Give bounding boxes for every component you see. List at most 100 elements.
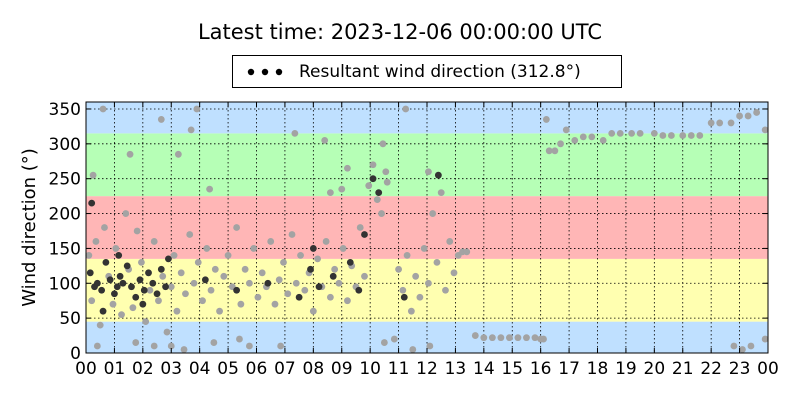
chart-title: Latest time: 2023-12-06 00:00:00 UTC bbox=[197, 20, 603, 44]
data-point bbox=[111, 290, 118, 298]
data-point bbox=[545, 147, 553, 155]
data-point bbox=[395, 265, 402, 273]
data-point bbox=[99, 307, 107, 315]
data-point bbox=[608, 129, 616, 137]
x-tick-label: 21 bbox=[672, 359, 694, 379]
data-point bbox=[616, 129, 624, 137]
data-point bbox=[167, 342, 175, 350]
data-point bbox=[132, 293, 140, 301]
data-point bbox=[99, 105, 107, 113]
data-point bbox=[514, 334, 522, 342]
data-point bbox=[480, 334, 488, 342]
data-point bbox=[579, 133, 587, 141]
x-tick-label: 13 bbox=[445, 359, 467, 379]
x-tick-label: 03 bbox=[160, 359, 182, 379]
data-point bbox=[744, 112, 752, 120]
data-point bbox=[89, 171, 97, 179]
data-point bbox=[403, 251, 411, 259]
data-point bbox=[378, 210, 385, 217]
data-point bbox=[163, 328, 171, 336]
x-tick-label: 00 bbox=[75, 359, 97, 379]
data-point bbox=[369, 161, 377, 169]
data-point bbox=[149, 279, 157, 287]
data-point bbox=[373, 196, 381, 204]
x-tick-label: 16 bbox=[530, 359, 552, 379]
data-point bbox=[542, 116, 550, 123]
data-point bbox=[730, 342, 738, 350]
data-point bbox=[339, 245, 347, 252]
data-point bbox=[329, 272, 337, 280]
data-point bbox=[280, 258, 287, 266]
data-point bbox=[224, 251, 232, 259]
data-point bbox=[233, 224, 241, 231]
data-point bbox=[126, 150, 134, 158]
data-point bbox=[98, 286, 106, 294]
data-point bbox=[291, 129, 299, 137]
data-point bbox=[153, 290, 161, 298]
data-point bbox=[716, 119, 724, 127]
data-point bbox=[407, 307, 415, 315]
data-point bbox=[667, 132, 675, 139]
data-point bbox=[338, 185, 346, 193]
data-point bbox=[288, 231, 296, 238]
data-point bbox=[101, 224, 108, 231]
data-point bbox=[471, 332, 479, 339]
data-point bbox=[425, 168, 432, 176]
data-point bbox=[434, 171, 442, 179]
data-point bbox=[113, 283, 121, 291]
data-point bbox=[116, 272, 124, 280]
data-point bbox=[314, 255, 321, 263]
data-point bbox=[275, 276, 283, 284]
x-tick-label: 04 bbox=[189, 359, 211, 379]
x-tick-label: 07 bbox=[274, 359, 296, 379]
data-point bbox=[679, 132, 687, 139]
data-point bbox=[277, 342, 285, 350]
data-point bbox=[264, 279, 272, 287]
x-tick-label: 00 bbox=[757, 359, 779, 379]
data-point bbox=[383, 178, 391, 186]
data-point bbox=[753, 109, 761, 116]
data-point bbox=[119, 279, 127, 287]
x-tick-label: 20 bbox=[644, 359, 666, 379]
legend-marker-icon bbox=[247, 68, 283, 75]
data-point bbox=[361, 272, 368, 280]
data-point bbox=[571, 136, 579, 144]
legend: Resultant wind direction (312.8°) bbox=[232, 55, 622, 88]
data-point bbox=[747, 342, 755, 350]
data-point bbox=[761, 335, 769, 343]
x-tick-label: 22 bbox=[700, 359, 722, 379]
data-point bbox=[258, 269, 266, 277]
data-point bbox=[190, 279, 198, 287]
data-point bbox=[128, 283, 135, 291]
data-point bbox=[236, 335, 243, 343]
data-point bbox=[322, 238, 330, 245]
data-point bbox=[355, 286, 363, 294]
data-point bbox=[88, 297, 96, 305]
data-point bbox=[382, 168, 390, 176]
x-tick-label: 05 bbox=[217, 359, 239, 379]
y-tick-label: 250 bbox=[49, 170, 81, 190]
data-point bbox=[88, 199, 96, 207]
data-point bbox=[109, 300, 117, 308]
data-point bbox=[93, 342, 101, 350]
data-point bbox=[426, 342, 434, 350]
y-tick-label: 350 bbox=[49, 100, 81, 120]
x-tick-label: 10 bbox=[359, 359, 381, 379]
data-point bbox=[335, 279, 343, 287]
data-point bbox=[369, 175, 377, 183]
data-point bbox=[142, 318, 150, 326]
data-point bbox=[463, 248, 471, 256]
data-point bbox=[122, 210, 130, 217]
y-tick-label: 0 bbox=[70, 344, 81, 364]
data-point bbox=[115, 251, 123, 259]
data-point bbox=[159, 272, 167, 280]
data-point bbox=[295, 293, 303, 301]
data-point bbox=[150, 238, 158, 245]
x-tick-label: 02 bbox=[132, 359, 154, 379]
data-point bbox=[216, 307, 223, 315]
data-point bbox=[233, 286, 241, 294]
data-point bbox=[86, 269, 94, 277]
data-point bbox=[761, 126, 769, 134]
data-point bbox=[739, 346, 746, 353]
data-point bbox=[551, 147, 559, 155]
